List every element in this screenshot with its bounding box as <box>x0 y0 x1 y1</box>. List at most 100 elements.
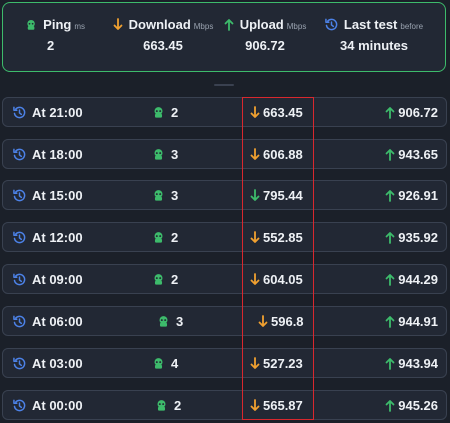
row-upload: 935.92 <box>385 223 438 251</box>
row-upload-value: 944.91 <box>398 313 438 329</box>
ping-icon <box>159 315 168 327</box>
row-download: 606.88 <box>250 140 303 168</box>
row-time-label: At 21:00 <box>32 104 83 120</box>
history-icon <box>13 189 26 201</box>
arrow-down-icon <box>250 230 260 243</box>
row-time: At 12:00 <box>13 223 83 251</box>
history-icon <box>13 273 26 285</box>
row-upload: 943.94 <box>385 349 438 377</box>
arrow-down-icon <box>250 398 260 411</box>
row-download-value: 552.85 <box>263 229 303 245</box>
arrow-down-icon <box>250 356 260 369</box>
row-upload-value: 945.26 <box>398 397 438 413</box>
row-upload-value: 926.91 <box>398 187 438 203</box>
drag-handle[interactable] <box>214 84 234 86</box>
row-time-label: At 09:00 <box>32 271 83 287</box>
row-time-label: At 18:00 <box>32 146 83 162</box>
history-row[interactable]: At 15:00 3 795.44 926.91 <box>2 180 447 210</box>
row-download: 527.23 <box>250 349 303 377</box>
ping-icon <box>27 19 35 30</box>
download-label: Download <box>128 17 191 32</box>
row-download: 565.87 <box>250 391 303 419</box>
ping-unit: ms <box>74 21 85 31</box>
row-ping-value: 3 <box>176 313 184 329</box>
row-time-label: At 15:00 <box>32 187 83 203</box>
row-time: At 09:00 <box>13 265 83 293</box>
history-row[interactable]: At 21:00 2 663.45 906.72 <box>2 97 447 127</box>
history-row[interactable]: At 18:00 3 606.88 943.65 <box>2 139 447 169</box>
row-ping: 4 <box>152 349 178 377</box>
row-upload-value: 944.29 <box>398 271 438 287</box>
arrow-up-icon <box>385 106 395 119</box>
ping-label: Ping <box>43 17 72 32</box>
row-ping-value: 4 <box>171 355 179 371</box>
arrow-up-icon <box>385 315 395 328</box>
ping-icon <box>154 189 163 201</box>
row-time: At 00:00 <box>13 391 83 419</box>
row-time: At 15:00 <box>13 181 83 209</box>
row-upload: 944.29 <box>385 265 438 293</box>
row-upload: 944.91 <box>385 307 438 335</box>
upload-value: 906.72 <box>245 38 285 53</box>
row-time-label: At 06:00 <box>32 313 83 329</box>
history-icon <box>325 18 338 31</box>
row-upload: 945.26 <box>385 391 438 419</box>
history-row[interactable]: At 06:00 3 596.8 944.91 <box>2 306 447 336</box>
row-ping: 3 <box>152 140 178 168</box>
history-row[interactable]: At 09:00 2 604.05 944.29 <box>2 264 447 294</box>
history-icon <box>13 231 26 243</box>
arrow-down-icon <box>250 147 260 160</box>
history-icon <box>13 357 26 369</box>
history-row[interactable]: At 00:00 2 565.87 945.26 <box>2 390 447 420</box>
history-icon <box>13 106 26 118</box>
row-ping: 2 <box>152 98 178 126</box>
arrow-up-icon <box>385 148 395 161</box>
row-download: 795.44 <box>250 181 303 209</box>
row-upload-value: 906.72 <box>398 104 438 120</box>
row-ping-value: 2 <box>171 229 179 245</box>
row-upload-value: 935.92 <box>398 229 438 245</box>
row-download-value: 565.87 <box>263 397 303 413</box>
arrow-down-icon <box>250 105 260 118</box>
history-icon <box>13 148 26 160</box>
history-row[interactable]: At 03:00 4 527.23 943.94 <box>2 348 447 378</box>
summary-last-test: Last test before 34 minutes <box>315 17 433 53</box>
download-value: 663.45 <box>143 38 183 53</box>
arrow-down-icon <box>113 18 123 30</box>
ping-icon <box>154 148 163 160</box>
arrow-up-icon <box>385 273 395 286</box>
summary-ping: Ping ms 2 <box>25 17 85 53</box>
row-download: 552.85 <box>250 223 303 251</box>
upload-unit: Mbps <box>286 21 307 31</box>
row-download-value: 604.05 <box>263 271 303 287</box>
row-upload: 943.65 <box>385 140 438 168</box>
ping-icon <box>154 273 163 285</box>
arrow-down-icon <box>250 272 260 285</box>
ping-value: 2 <box>47 38 55 53</box>
arrow-up-icon <box>224 19 234 31</box>
row-time: At 03:00 <box>13 349 83 377</box>
row-download-value: 527.23 <box>263 355 303 371</box>
arrow-down-icon <box>250 188 260 201</box>
row-ping-value: 2 <box>171 104 179 120</box>
ping-icon <box>154 231 163 243</box>
arrow-up-icon <box>385 231 395 244</box>
row-download: 604.05 <box>250 265 303 293</box>
summary-panel: Ping ms 2 Download Mbps 663.45 Upload Mb… <box>2 2 446 72</box>
row-ping: 3 <box>152 181 178 209</box>
last-test-value: 34 minutes <box>340 38 408 53</box>
row-time: At 06:00 <box>13 307 83 335</box>
row-upload: 906.72 <box>385 98 438 126</box>
summary-upload: Upload Mbps 906.72 <box>215 17 315 53</box>
row-download: 663.45 <box>250 98 303 126</box>
row-download-value: 663.45 <box>263 104 303 120</box>
ping-icon <box>157 399 166 411</box>
summary-download: Download Mbps 663.45 <box>103 17 223 53</box>
row-time-label: At 00:00 <box>32 397 83 413</box>
row-time: At 21:00 <box>13 98 83 126</box>
history-icon <box>13 399 26 411</box>
row-download: 596.8 <box>258 307 304 335</box>
last-test-unit: before <box>400 21 424 31</box>
row-time-label: At 12:00 <box>32 229 83 245</box>
history-row[interactable]: At 12:00 2 552.85 935.92 <box>2 222 447 252</box>
